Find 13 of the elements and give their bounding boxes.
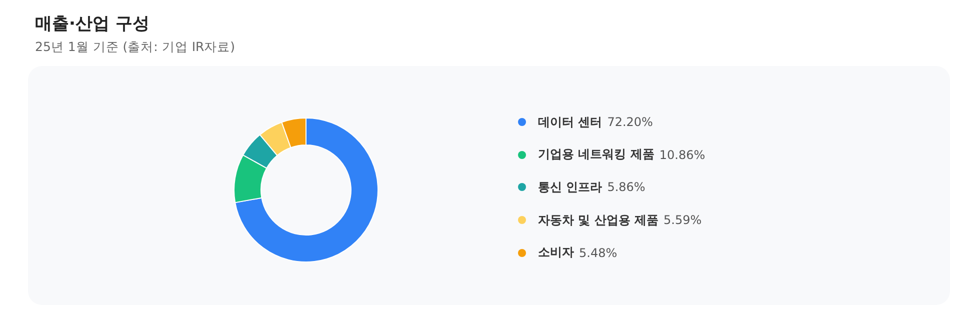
data-label: 72.20% xyxy=(607,115,653,130)
legend-label: 통신 인프라 xyxy=(538,178,602,196)
text: 매출·산업 구성 xyxy=(35,13,150,35)
chart-subtitle: 25년 1월 기준 (출처: 기업 IR자료) xyxy=(35,39,236,56)
data-label: 5.86% xyxy=(607,180,646,194)
donut-slice xyxy=(234,118,378,262)
legend-label: 자동차 및 산업용 제품 xyxy=(538,212,659,229)
data-label: 5.59% xyxy=(664,213,702,228)
legend-label: 소비자 xyxy=(538,244,574,262)
data-label: 5.48% xyxy=(579,246,618,260)
data-label: 10.86% xyxy=(659,148,706,162)
legend-label: 데이터 센터 xyxy=(538,114,602,131)
legend-label: 기업용 네트워킹 제품 xyxy=(538,146,654,164)
